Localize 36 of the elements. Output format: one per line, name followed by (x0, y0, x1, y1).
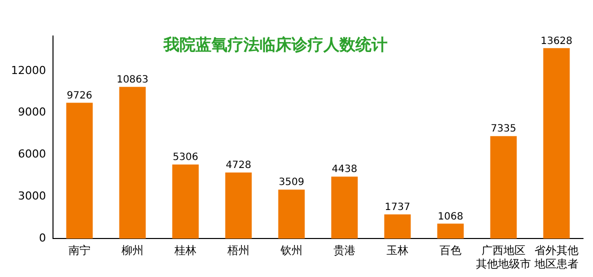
data-label: 4728 (226, 160, 252, 172)
bar (490, 136, 517, 239)
data-label: 7335 (490, 124, 516, 135)
y-tick-label: 9000 (18, 106, 46, 119)
data-label: 5306 (172, 152, 198, 164)
x-tick-label: 桂林 (173, 244, 196, 258)
y-tick-label: 6000 (18, 148, 46, 161)
data-label: 1068 (438, 211, 464, 222)
y-tick-label: 3000 (18, 190, 46, 203)
x-tick-label: 省外其他地区患者 (534, 244, 578, 270)
x-tick-label: 百色 (440, 244, 462, 258)
bar (225, 172, 252, 239)
x-tick-label: 梧州 (226, 244, 250, 258)
data-label: 10863 (116, 74, 148, 86)
bar (331, 176, 358, 239)
data-label: 13628 (540, 36, 572, 47)
bar (278, 190, 305, 239)
x-tick-label: 钦州 (279, 244, 302, 258)
bar (172, 164, 199, 239)
x-tick-label: 玉林 (386, 244, 408, 258)
chart-title: 我院蓝氧疗法临床诊疗人数统计 (162, 35, 388, 54)
y-tick-label: 0 (38, 231, 46, 244)
data-label: 3509 (278, 177, 304, 188)
data-label: 9726 (66, 90, 92, 102)
x-tick-label: 南宁 (68, 244, 90, 258)
x-tick-label: 广西地区其他地级市 (476, 244, 531, 270)
bar (119, 86, 146, 239)
y-tick-label: 12000 (10, 64, 46, 77)
x-tick-label: 贵港 (333, 244, 356, 258)
data-label: 1737 (384, 202, 410, 213)
bar (384, 214, 411, 239)
x-tick-label: 柳州 (121, 244, 144, 258)
bar (543, 48, 570, 239)
bar (66, 102, 93, 239)
data-label: 4438 (332, 164, 358, 176)
bar (437, 224, 464, 239)
